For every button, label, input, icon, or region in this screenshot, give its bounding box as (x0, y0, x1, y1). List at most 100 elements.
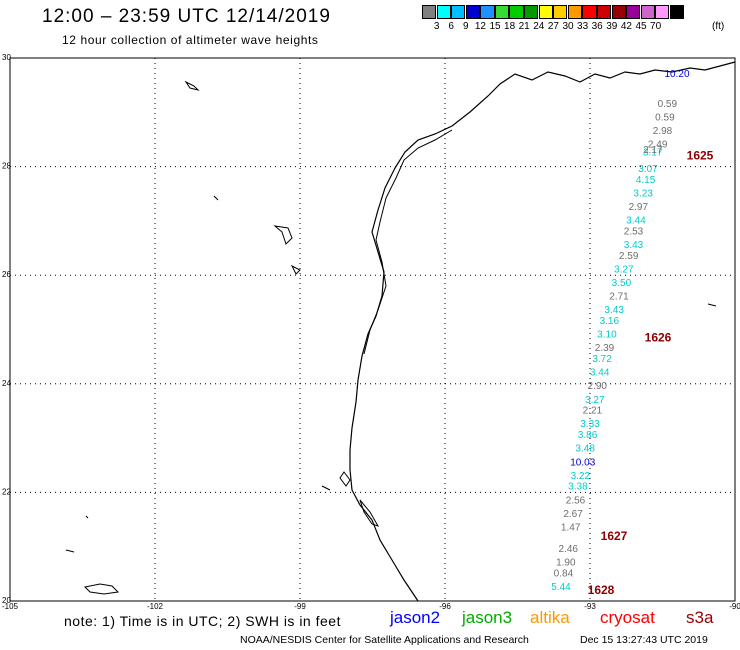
wave-height-value: 3.22 (571, 471, 591, 482)
satellite-legend-item: jason3 (462, 608, 513, 627)
wave-height-value: 3.27 (614, 264, 634, 275)
color-scale-tick: 12 (474, 21, 486, 32)
wave-height-value: 2.56 (566, 495, 586, 506)
wave-height-value: 3.23 (633, 188, 653, 199)
wave-height-value: 2.59 (619, 251, 639, 262)
color-scale-tick: 33 (577, 21, 589, 32)
color-swatch (553, 5, 568, 19)
wave-height-value: 3.50 (612, 278, 632, 289)
latitude-label: 24 (2, 379, 11, 388)
color-swatch (465, 5, 480, 19)
wave-height-value: 0.59 (658, 99, 678, 110)
color-swatch (626, 5, 641, 19)
cycle-label: 1625 (687, 149, 714, 163)
wave-height-value: 3.38 (568, 482, 588, 493)
wave-height-value: 3.44 (590, 368, 610, 379)
wave-height-value: 3.10 (597, 330, 617, 341)
color-swatch (655, 5, 670, 19)
cycle-label: 1626 (645, 331, 672, 345)
page-title: 12:00 – 23:59 UTC 12/14/2019 (42, 6, 331, 27)
color-swatch (451, 5, 466, 19)
wave-height-value: 4.15 (636, 175, 656, 186)
color-swatch (611, 5, 626, 19)
color-swatch (524, 5, 539, 19)
cycle-label: 1628 (588, 583, 615, 597)
inland-lake-outline (184, 80, 717, 307)
yucatan-island-outline (65, 515, 120, 595)
color-swatch (538, 5, 553, 19)
wave-height-value: 3.86 (578, 430, 598, 441)
color-scale-tick: 6 (448, 21, 454, 32)
color-scale-tick: 15 (489, 21, 501, 32)
wave-height-value: 2.97 (629, 202, 649, 213)
wave-height-value: 10.20 (664, 69, 689, 80)
page-subtitle: 12 hour collection of altimeter wave hei… (62, 33, 319, 47)
generation-timestamp: Dec 15 13:27:43 UTC 2019 (580, 634, 708, 646)
texas-barrier-islands (363, 129, 453, 355)
color-scale-tick: 45 (635, 21, 647, 32)
longitude-label: -105 (2, 602, 19, 611)
color-swatch (480, 5, 495, 19)
map-gridlines (10, 58, 735, 601)
wave-height-value: 3.43 (604, 305, 624, 316)
color-scale-tick: 3 (433, 21, 440, 32)
latitude-label: 26 (2, 270, 11, 279)
footer-note: note: 1) Time is in UTC; 2) SWH is in fe… (64, 613, 341, 629)
color-swatch (509, 5, 524, 19)
color-scale-tick: 39 (606, 21, 618, 32)
wave-height-value: 3.17 (643, 148, 663, 159)
wave-height-value: 10.03 (570, 457, 595, 468)
satellite-legend-item: cryosat (600, 608, 655, 627)
latitude-labels: 30 28 26 24 22 20 (2, 53, 11, 605)
wave-height-value: 0.59 (655, 112, 675, 123)
wave-height-value: 1.90 (556, 558, 576, 569)
wave-height-value: 2.53 (624, 226, 644, 237)
color-scale-tick: 27 (547, 21, 559, 32)
color-scale-tick: 30 (562, 21, 574, 32)
color-swatch (567, 5, 582, 19)
color-scale-tick: 36 (591, 21, 603, 32)
color-scale-tick: 18 (504, 21, 516, 32)
color-scale-units: (ft) (712, 21, 725, 32)
wave-height-value: 1.47 (561, 522, 581, 533)
longitude-label: -102 (147, 602, 164, 611)
color-scale-ticks: 3 6 9 12 15 18 21 24 27 30 33 36 39 42 45 70 (422, 21, 740, 35)
latitude-label: 22 (2, 487, 11, 496)
longitude-label: -90 (729, 602, 740, 611)
color-swatch (494, 5, 510, 19)
color-scale-tick: 42 (620, 21, 632, 32)
color-scale-bar (422, 5, 685, 19)
wave-height-value: 3.44 (626, 216, 646, 227)
color-swatch (669, 5, 685, 19)
satellite-legend-item: jason2 (390, 608, 441, 627)
wave-height-value: 2.71 (609, 292, 629, 303)
map-frame (9, 57, 736, 602)
wave-height-value: 2.90 (588, 381, 608, 392)
wave-height-value: 3.43 (624, 240, 644, 251)
wave-height-value: 2.46 (559, 544, 579, 555)
cycle-label: 1627 (601, 529, 628, 543)
color-swatch (582, 5, 597, 19)
color-swatch (422, 5, 437, 19)
wave-height-value: 3.48 (575, 444, 595, 455)
wave-height-value: 3.07 (638, 164, 658, 175)
color-scale-tick: 70 (650, 21, 662, 32)
color-scale-tick: 9 (463, 21, 469, 32)
color-scale-tick: 21 (518, 21, 530, 32)
color-swatch (596, 5, 612, 19)
wave-height-value: 3.33 (580, 419, 600, 430)
mexico-lagoons (321, 471, 380, 527)
wave-height-value: 2.21 (583, 406, 603, 417)
longitude-labels: -105 -102 -99 -96 -93 -90 (2, 602, 740, 611)
wave-height-value: 2.39 (595, 343, 615, 354)
color-swatch (436, 5, 451, 19)
gulf-coastline (349, 61, 736, 602)
wave-height-value: 3.72 (592, 354, 612, 365)
longitude-label: -96 (439, 602, 451, 611)
cycle-labels: 1625 1626 1627 1628 (588, 149, 714, 597)
latitude-label: 28 (2, 162, 11, 171)
longitude-label: -93 (584, 602, 596, 611)
longitude-label: -99 (294, 602, 306, 611)
wave-height-value: 2.98 (653, 126, 673, 137)
